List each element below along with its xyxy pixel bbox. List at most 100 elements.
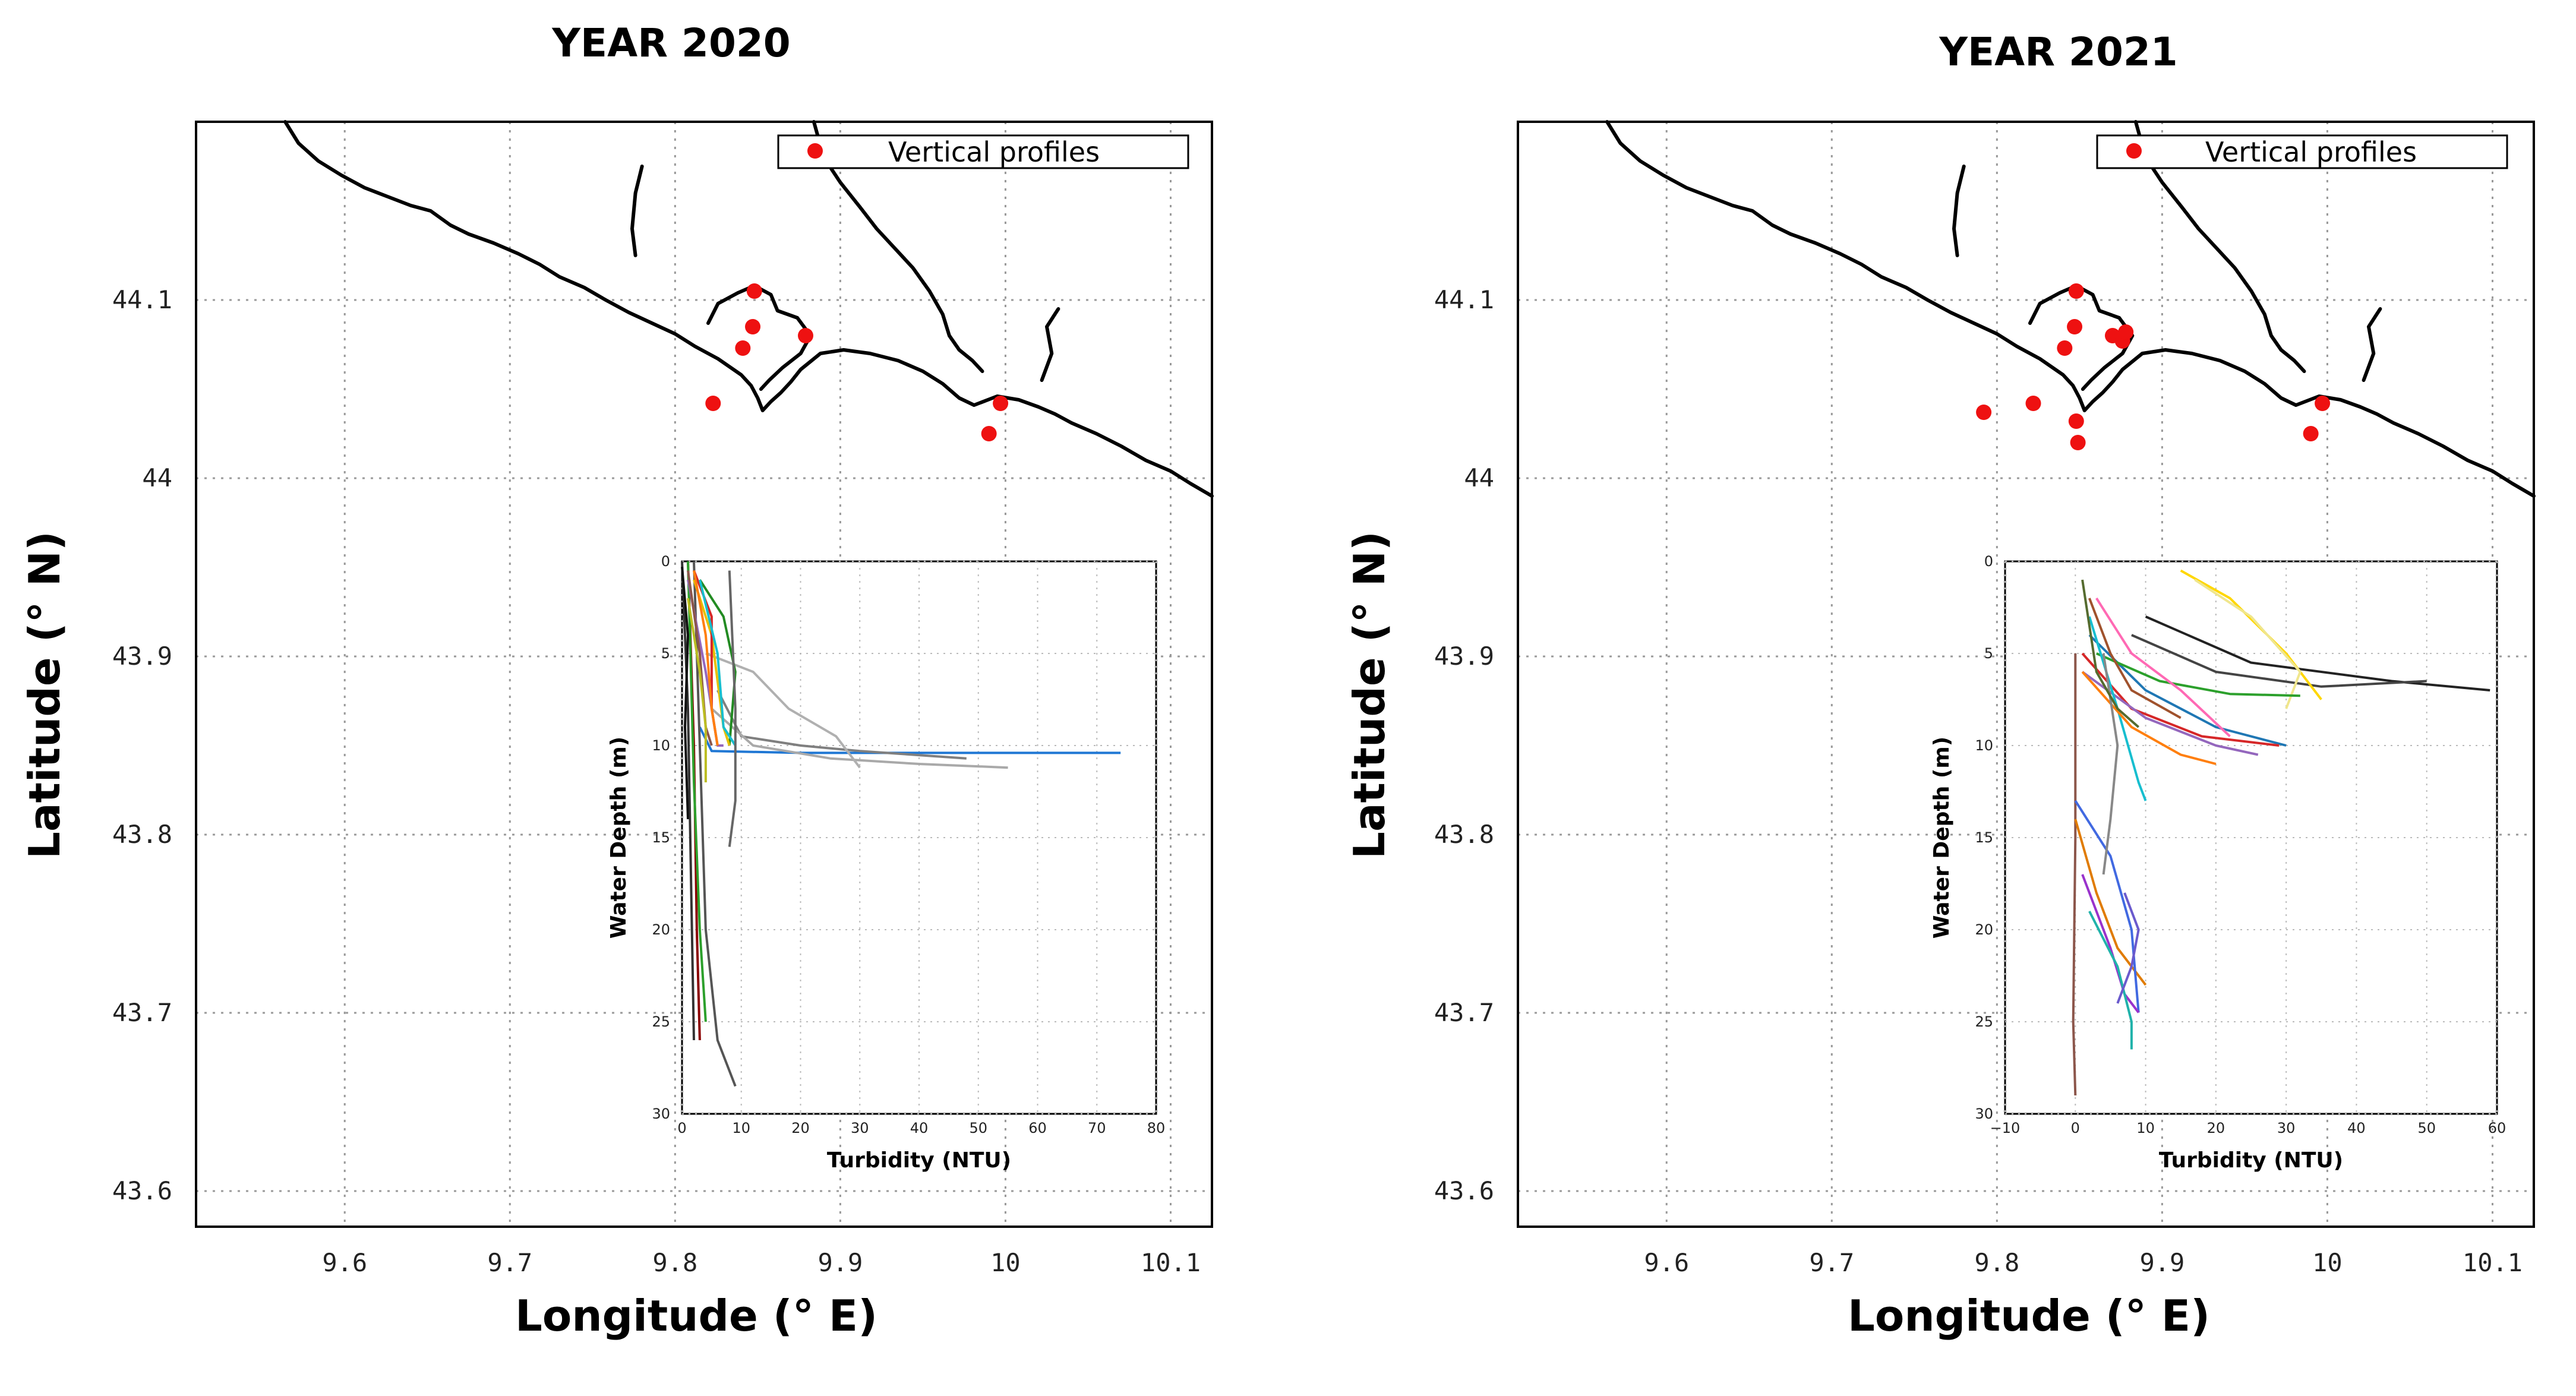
- legend-marker: [807, 143, 823, 159]
- x-tick-label: 10: [990, 1248, 1021, 1277]
- profile-point: [2315, 396, 2331, 411]
- coastline-spur: [630, 165, 644, 257]
- coastline-east: [1040, 307, 1060, 382]
- inset-x-tick-label: 40: [910, 1120, 929, 1136]
- x-tick-labels: 9.6 9.7 9.8 9.9 10 10.1: [1644, 1248, 2523, 1277]
- profile-points: [1976, 283, 2331, 450]
- inset-profile-line: [2088, 911, 2133, 1050]
- inset-profile-line: [2116, 892, 2140, 1004]
- x-axis-label: Longitude (° E): [515, 1291, 877, 1341]
- plot-frame: [1517, 121, 2535, 1228]
- inset-x-tick-label: 40: [2347, 1120, 2366, 1136]
- coastline-main: [1605, 120, 2536, 498]
- y-tick-labels: 43.6 43.7 43.8 43.9 44 44.1: [1434, 285, 1494, 1205]
- profile-point: [2057, 340, 2073, 356]
- inset-x-tick-label: 70: [1088, 1120, 1106, 1136]
- inset-profile-line: [2081, 579, 2140, 728]
- inset-y-axis-label: Water Depth (m): [607, 737, 631, 939]
- inset-profile-line: [728, 570, 737, 847]
- inset-turbidity-profile: −10 0 10 20 30 40 50 60 0 5 10 15 20 25 30 Turbidity …: [1930, 553, 2506, 1173]
- inset-profile-line: [2072, 653, 2077, 1096]
- x-tick-label: 9.6: [322, 1248, 367, 1277]
- inset-y-tick-label: 10: [652, 737, 670, 754]
- x-tick-label: 9.7: [487, 1248, 532, 1277]
- profile-point: [2070, 435, 2086, 450]
- inset-x-tick-label: 0: [2071, 1120, 2080, 1136]
- y-tick-label: 43.8: [1434, 820, 1494, 849]
- inset-x-tick-labels: −10 0 10 20 30 40 50 60: [1990, 1120, 2506, 1136]
- inset-x-tick-labels: 0 10 20 30 40 50 60 70 80: [677, 1120, 1165, 1136]
- inset-profile-line: [693, 579, 731, 746]
- y-tick-label: 44.1: [1434, 285, 1494, 314]
- inset-y-tick-labels: 0 5 10 15 20 25 30: [1975, 553, 1993, 1122]
- inset-y-tick-label: 0: [661, 553, 670, 570]
- y-tick-label: 44: [1464, 463, 1494, 492]
- plot-frame: [195, 121, 1213, 1228]
- x-tick-label: 10.1: [1141, 1248, 1201, 1277]
- inset-y-tick-label: 10: [1975, 737, 1993, 754]
- profile-point: [745, 319, 761, 334]
- y-tick-label: 44: [142, 463, 172, 492]
- inset-y-tick-label: 15: [1975, 829, 1993, 846]
- inset-x-tick-label: 30: [2277, 1120, 2296, 1136]
- inset-x-axis-label: Turbidity (NTU): [827, 1148, 1011, 1173]
- x-tick-label: 9.8: [1974, 1248, 2019, 1277]
- profile-point: [798, 328, 813, 343]
- inset-profile-line: [698, 579, 737, 747]
- inset-x-tick-label: 30: [851, 1120, 869, 1136]
- inset-profile-lines: [681, 561, 1121, 1087]
- inset-frame: [2004, 560, 2498, 1115]
- inset-x-tick-label: 50: [2417, 1120, 2436, 1136]
- inset-grid: [681, 561, 1157, 1114]
- y-tick-label: 43.9: [1434, 642, 1494, 671]
- inset-profile-line: [681, 561, 695, 1041]
- inset-x-tick-label: 20: [791, 1120, 810, 1136]
- inset-profile-line: [2095, 652, 2300, 697]
- inset-y-tick-label: 30: [652, 1106, 670, 1122]
- inset-profile-line: [716, 690, 967, 760]
- y-axis-label: Latitude (° N): [20, 531, 70, 859]
- inset-profile-line: [2088, 598, 2182, 719]
- inset-profile-line: [2074, 800, 2140, 1013]
- inset-profile-line: [2194, 579, 2302, 709]
- x-axis-label: Longitude (° E): [1848, 1291, 2210, 1341]
- inset-x-tick-label: 50: [969, 1120, 987, 1136]
- x-tick-label: 10: [2312, 1248, 2343, 1277]
- inset-x-tick-label: 10: [2136, 1120, 2155, 1136]
- inset-profile-line: [2088, 616, 2147, 801]
- x-tick-label: 10.1: [2463, 1248, 2523, 1277]
- coastline-main: [283, 120, 1214, 498]
- profile-point: [2118, 324, 2134, 340]
- inset-profile-line: [687, 561, 707, 1022]
- x-tick-label: 9.8: [652, 1248, 697, 1277]
- inset-y-tick-label: 15: [652, 829, 670, 846]
- inset-x-tick-label: 80: [1147, 1120, 1166, 1136]
- profile-point: [2068, 413, 2084, 429]
- x-tick-label: 9.9: [817, 1248, 863, 1277]
- inset-y-tick-labels: 0 5 10 15 20 25 30: [652, 553, 670, 1122]
- profile-point: [981, 426, 997, 441]
- chart-title: YEAR 2021: [1939, 29, 2177, 75]
- inset-y-tick-label: 0: [1984, 553, 1993, 570]
- x-tick-labels: 9.6 9.7 9.8 9.9 10 10.1: [322, 1248, 1201, 1277]
- inset-profile-line: [711, 708, 1008, 769]
- inset-x-tick-label: 60: [2488, 1120, 2506, 1136]
- y-tick-label: 43.6: [1434, 1176, 1494, 1205]
- inset-profile-line: [2081, 671, 2217, 765]
- y-tick-label: 43.8: [112, 820, 172, 849]
- coastline-river: [2133, 120, 2306, 373]
- y-tick-label: 43.9: [112, 642, 172, 671]
- inset-profile-line: [2131, 634, 2427, 688]
- y-tick-labels: 43.6 43.7 43.8 43.9 44 44.1: [112, 285, 172, 1205]
- inset-x-axis-label: Turbidity (NTU): [2159, 1148, 2343, 1173]
- profile-point: [2025, 396, 2041, 411]
- x-tick-label: 9.9: [2139, 1248, 2184, 1277]
- legend-box: [2096, 134, 2508, 169]
- inset-y-tick-label: 5: [1984, 645, 1993, 662]
- x-tick-label: 9.6: [1644, 1248, 1689, 1277]
- inset-y-tick-label: 5: [661, 645, 670, 662]
- y-tick-label: 43.7: [1434, 998, 1494, 1027]
- inset-x-tick-label: −10: [1990, 1120, 2021, 1136]
- profile-point: [2068, 283, 2084, 299]
- inset-y-axis-label: Water Depth (m): [1930, 737, 1954, 939]
